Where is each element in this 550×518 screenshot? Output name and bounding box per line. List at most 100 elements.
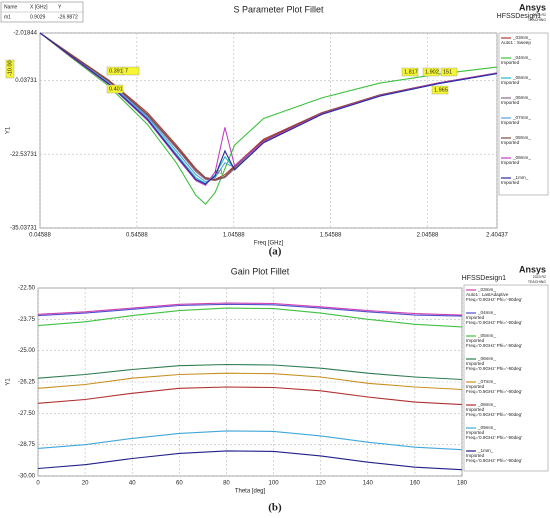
table-cell: m1 bbox=[4, 14, 11, 20]
annotation-box bbox=[440, 67, 458, 77]
y-tick-label: -22.53731 bbox=[10, 152, 38, 158]
x-tick-label: 1.54588 bbox=[320, 233, 342, 239]
series-line bbox=[37, 307, 463, 328]
release: 2023 R2 bbox=[533, 13, 546, 17]
x-tick-label: 140 bbox=[363, 481, 374, 487]
legend-setup: Freq='0.9GHz' Phi='-90deg' bbox=[466, 389, 522, 394]
x-tick-label: 180 bbox=[457, 481, 468, 487]
legend-name: _07mm_ bbox=[512, 115, 531, 120]
legend-source: Imported bbox=[466, 384, 485, 389]
legend-source: Imported bbox=[466, 407, 485, 412]
legend-source: Imported bbox=[466, 315, 485, 320]
legend-name: _06mm_ bbox=[477, 356, 496, 361]
release: 2023 R2 bbox=[533, 275, 546, 279]
series-line bbox=[37, 450, 463, 471]
y-axis-label: Y1 bbox=[6, 126, 12, 134]
legend-source: Imported bbox=[501, 180, 520, 185]
series-line bbox=[37, 363, 463, 381]
legend-name: _06mm_ bbox=[512, 95, 531, 100]
design-name: HFSSDesign1 bbox=[497, 13, 541, 20]
annotation-box bbox=[401, 67, 419, 77]
legend-name: _05mm_ bbox=[512, 75, 531, 80]
annotation-box bbox=[431, 85, 449, 95]
y-tick-label: -22.50 bbox=[18, 286, 36, 292]
legend-name: _08mm_ bbox=[512, 135, 531, 140]
x-tick-label: 100 bbox=[269, 481, 280, 487]
table-cell: 0.9029 bbox=[30, 14, 46, 20]
edition: TEACHING bbox=[528, 18, 546, 22]
brand: Ansys bbox=[519, 2, 546, 12]
legend-source: Imported bbox=[501, 120, 520, 125]
series-line bbox=[37, 430, 463, 451]
y-tick-label: 0.03731 bbox=[15, 78, 37, 84]
series-line bbox=[39, 32, 498, 185]
legend-setup: Freq='0.9GHz' Phi='-90deg' bbox=[466, 458, 522, 463]
legend-name: _1mm_ bbox=[477, 448, 494, 453]
annotation-box bbox=[106, 84, 124, 94]
legend-name: _03mm_ bbox=[477, 287, 496, 292]
legend-setup: Freq='0.9GHz' Phi='-90deg' bbox=[466, 297, 522, 302]
legend-source: Auto1 : Sweep bbox=[501, 40, 531, 45]
y-axis-label: Y1 bbox=[6, 378, 12, 386]
x-tick-label: 120 bbox=[316, 481, 327, 487]
series-line bbox=[37, 386, 463, 406]
legend-source: Imported bbox=[501, 160, 520, 165]
x-tick-label: 40 bbox=[129, 481, 136, 487]
x-tick-label: 0.54588 bbox=[126, 233, 148, 239]
y-tick-label: -23.75 bbox=[18, 317, 36, 323]
legend-name: _05mm_ bbox=[477, 333, 496, 338]
annotation: 0.401 bbox=[109, 86, 123, 92]
legend-source: Imported bbox=[466, 338, 485, 343]
x-tick-label: 0 bbox=[36, 481, 40, 487]
edition: TEACHING bbox=[528, 280, 546, 284]
annotation: -10.00 bbox=[7, 60, 13, 76]
x-axis-label: Theta [deg] bbox=[235, 489, 266, 495]
x-tick-label: 20 bbox=[82, 481, 89, 487]
legend-source: Imported bbox=[501, 60, 520, 65]
y-tick-label: -2.01844 bbox=[13, 31, 37, 37]
annotation: 0.391 bbox=[109, 68, 123, 74]
annotation-box bbox=[422, 67, 440, 77]
x-tick-label: 160 bbox=[410, 481, 421, 487]
legend-setup: Freq='0.9GHz' Phi='-90deg' bbox=[466, 412, 522, 417]
legend-name: _07mm_ bbox=[477, 379, 496, 384]
legend-setup: Freq='0.9GHz' Phi='-90deg' bbox=[466, 343, 522, 348]
legend-name: _03mm_ bbox=[512, 35, 531, 40]
x-tick-label: 0.04588 bbox=[29, 233, 51, 239]
x-tick-label: 1.04588 bbox=[223, 233, 245, 239]
x-tick-label: 60 bbox=[176, 481, 183, 487]
annotation: 151 bbox=[443, 69, 452, 75]
brand: Ansys bbox=[519, 264, 546, 274]
legend-name: _1mm_ bbox=[512, 175, 529, 180]
design-name: HFSSDesign1 bbox=[462, 275, 506, 282]
legend-source: Imported bbox=[466, 361, 485, 366]
y-tick-label: -28.75 bbox=[18, 442, 36, 448]
legend-name: _09mm_ bbox=[512, 155, 531, 160]
legend-box bbox=[498, 32, 549, 196]
annotation: 1.902 bbox=[425, 69, 439, 75]
table-header: Name bbox=[4, 4, 18, 10]
y-tick-label: -27.50 bbox=[18, 411, 36, 417]
plot-area bbox=[39, 32, 498, 229]
series-line bbox=[39, 32, 498, 205]
series-line bbox=[39, 32, 498, 187]
legend-name: _08mm_ bbox=[477, 402, 496, 407]
x-tick-label: 2.40437 bbox=[486, 233, 508, 239]
legend-setup: Freq='0.9GHz' Phi='-90deg' bbox=[466, 435, 522, 440]
table-cell: -26.9872 bbox=[58, 14, 78, 20]
table-header: Y bbox=[58, 4, 62, 10]
legend-source: Imported bbox=[501, 140, 520, 145]
legend-source: Imported bbox=[501, 100, 520, 105]
annotation-box bbox=[5, 59, 15, 79]
legend-name: _04mm_ bbox=[512, 55, 531, 60]
x-tick-label: 2.04588 bbox=[417, 233, 439, 239]
legend-box bbox=[463, 284, 549, 472]
legend-source: Imported bbox=[466, 453, 485, 458]
legend-name: _04mm_ bbox=[477, 310, 496, 315]
legend-source: Imported bbox=[501, 80, 520, 85]
caption: (a) bbox=[269, 246, 282, 258]
chart-title: Gain Plot Fillet bbox=[231, 266, 290, 276]
legend-name: _09mm_ bbox=[477, 425, 496, 430]
y-tick-label: -30.00 bbox=[18, 474, 36, 480]
y-tick-label: -26.25 bbox=[18, 380, 36, 386]
